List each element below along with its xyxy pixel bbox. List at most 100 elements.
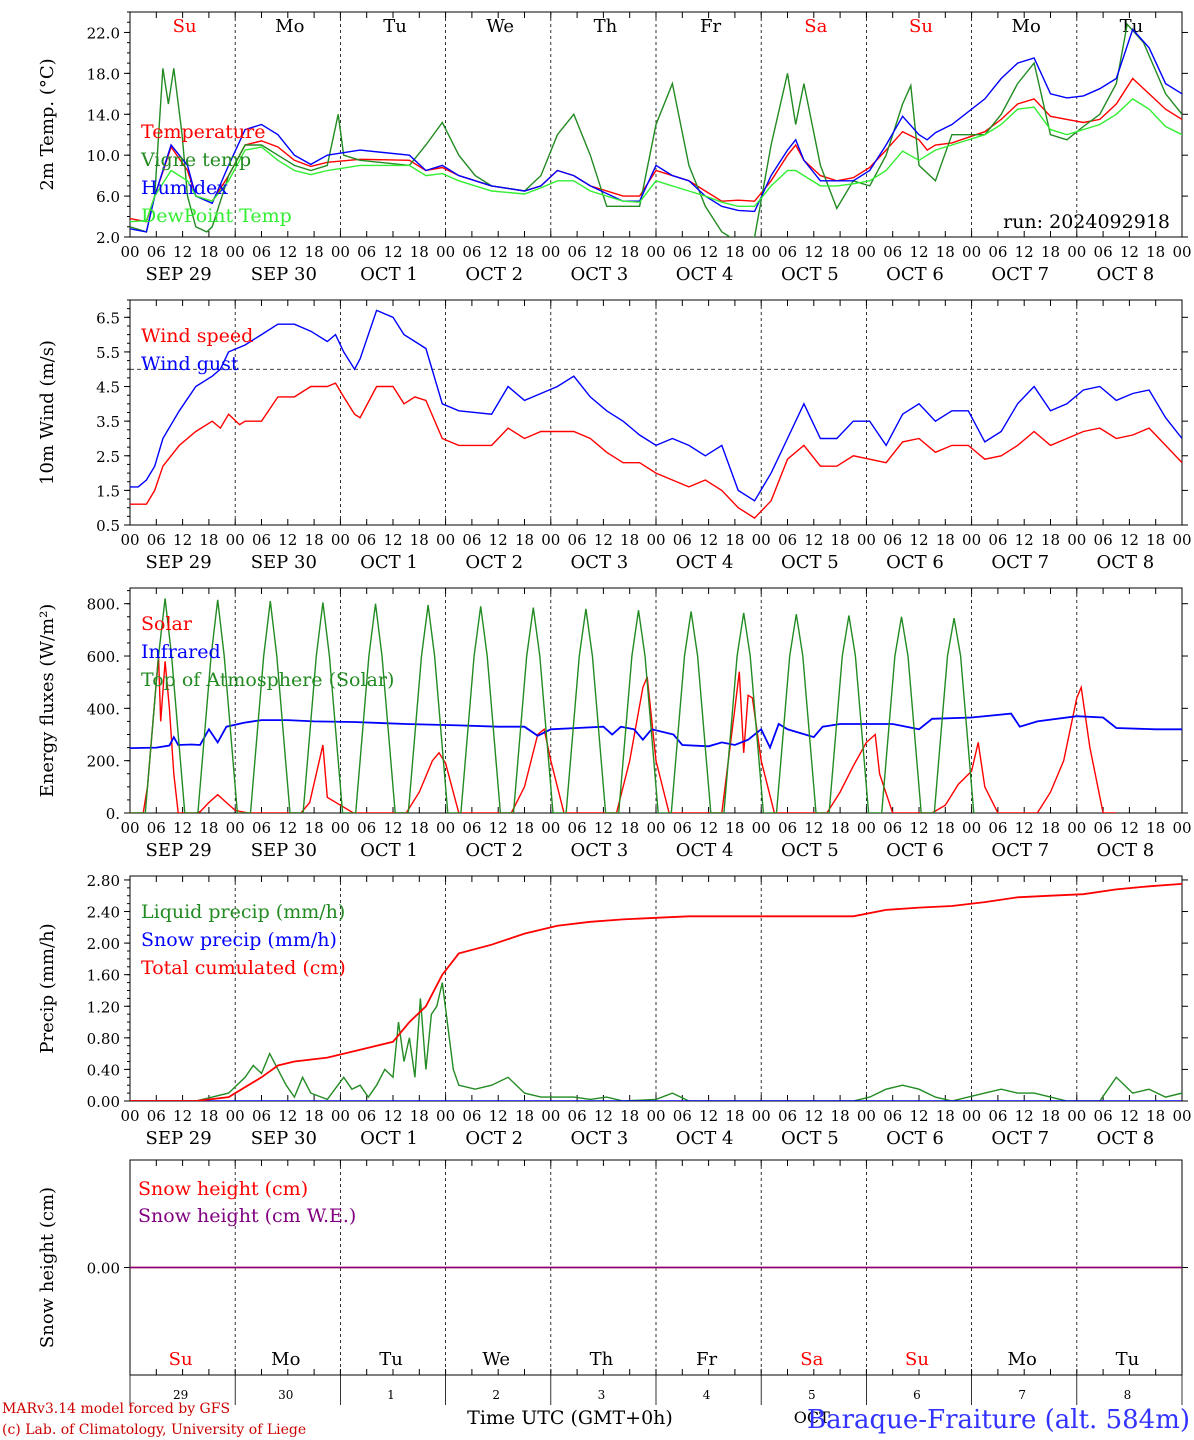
x-hour-label: 18 bbox=[305, 531, 324, 549]
x-hour-label: 00 bbox=[331, 819, 350, 837]
y-tick-label: 400. bbox=[87, 700, 120, 718]
x-hour-label: 06 bbox=[147, 531, 166, 549]
x-hour-label: 00 bbox=[857, 1107, 876, 1125]
y-tick-label: 2.0 bbox=[96, 229, 120, 247]
x-date-label: OCT 7 bbox=[991, 1128, 1049, 1149]
panel-2: 0.5 1.5 2.5 3.5 4.5 5.5 6.5 00 06 12 18 00 06 12 18 00 0… bbox=[37, 299, 1192, 573]
x-date-label: OCT 8 bbox=[1097, 1128, 1155, 1149]
x-hour-label: 00 bbox=[646, 819, 665, 837]
y-axis-label: Energy fluxes (W/m²) bbox=[37, 604, 58, 798]
x-hour-label: 12 bbox=[173, 243, 192, 261]
x-hour-label: 00 bbox=[752, 819, 771, 837]
day-number-label: 2 bbox=[492, 1388, 500, 1402]
y-tick-label: 6.5 bbox=[96, 309, 120, 327]
x-hour-label: 06 bbox=[462, 243, 481, 261]
x-date-label: OCT 4 bbox=[676, 840, 734, 861]
x-hour-label: 06 bbox=[673, 243, 692, 261]
x-hour-label: 18 bbox=[725, 243, 744, 261]
x-hour-label: 00 bbox=[226, 243, 245, 261]
day-label: Mo bbox=[271, 1349, 300, 1370]
day-label: Fr bbox=[696, 1349, 717, 1370]
x-hour-label: 06 bbox=[357, 1107, 376, 1125]
series-line-1 bbox=[130, 382, 1182, 519]
x-date-label: OCT 3 bbox=[571, 264, 629, 285]
x-hour-label: 18 bbox=[1041, 1107, 1060, 1125]
x-hour-label: 06 bbox=[1094, 1107, 1113, 1125]
series-line-4 bbox=[130, 98, 1182, 223]
x-hour-label: 00 bbox=[541, 531, 560, 549]
x-hour-label: 12 bbox=[1120, 819, 1139, 837]
x-hour-label: 06 bbox=[568, 531, 587, 549]
x-date-label: OCT 6 bbox=[886, 552, 944, 573]
x-hour-label: 18 bbox=[620, 531, 639, 549]
x-hour-label: 12 bbox=[489, 1107, 508, 1125]
x-hour-label: 18 bbox=[936, 243, 955, 261]
series-line-1 bbox=[130, 77, 1182, 223]
x-hour-label: 00 bbox=[331, 1107, 350, 1125]
y-tick-label: 2.80 bbox=[87, 872, 120, 890]
x-hour-label: 06 bbox=[1094, 531, 1113, 549]
x-hour-label: 06 bbox=[568, 819, 587, 837]
x-hour-label: 06 bbox=[778, 243, 797, 261]
x-date-label: OCT 3 bbox=[571, 552, 629, 573]
y-tick-label: 3.5 bbox=[96, 413, 120, 431]
x-hour-label: 00 bbox=[541, 243, 560, 261]
panel-5: 0.00 Snow height (cm) Snow height (cm W.E.… bbox=[37, 1159, 1188, 1427]
x-hour-label: 00 bbox=[752, 1107, 771, 1125]
x-hour-label: 12 bbox=[804, 1107, 823, 1125]
x-date-label: OCT 7 bbox=[991, 264, 1049, 285]
y-tick-label: 6.0 bbox=[96, 188, 120, 206]
x-date-label: OCT 1 bbox=[360, 840, 418, 861]
x-hour-label: 12 bbox=[909, 1107, 928, 1125]
x-hour-label: 12 bbox=[489, 243, 508, 261]
x-hour-label: 00 bbox=[120, 1107, 139, 1125]
x-date-label: SEP 29 bbox=[145, 264, 211, 285]
day-label: Su bbox=[169, 1349, 193, 1370]
run-annotation: run: 2024092918 bbox=[1003, 211, 1170, 233]
x-date-label: OCT 1 bbox=[360, 552, 418, 573]
x-hour-label: 00 bbox=[857, 243, 876, 261]
y-tick-label: 14.0 bbox=[87, 106, 120, 124]
x-hour-label: 06 bbox=[252, 243, 271, 261]
x-hour-label: 06 bbox=[568, 243, 587, 261]
x-hour-label: 18 bbox=[831, 819, 850, 837]
x-date-label: OCT 1 bbox=[360, 264, 418, 285]
x-date-label: OCT 2 bbox=[465, 1128, 523, 1149]
y-tick-label: 2.40 bbox=[87, 904, 120, 922]
x-hour-label: 00 bbox=[962, 531, 981, 549]
x-hour-label: 12 bbox=[804, 819, 823, 837]
x-hour-label: 00 bbox=[1067, 243, 1086, 261]
y-tick-label: 22.0 bbox=[87, 24, 120, 42]
x-hour-label: 12 bbox=[909, 819, 928, 837]
day-label: Su bbox=[905, 1349, 929, 1370]
day-number-label: 8 bbox=[1124, 1388, 1132, 1402]
x-hour-label: 12 bbox=[804, 243, 823, 261]
day-number-label: 4 bbox=[703, 1388, 711, 1402]
x-hour-label: 18 bbox=[1146, 243, 1165, 261]
x-date-label: OCT 4 bbox=[676, 264, 734, 285]
x-hour-label: 18 bbox=[305, 1107, 324, 1125]
y-tick-label: 800. bbox=[87, 596, 120, 614]
y-tick-label: 600. bbox=[87, 648, 120, 666]
y-axis-label: Precip (mm/h) bbox=[37, 923, 58, 1053]
y-tick-label: 2.00 bbox=[87, 935, 120, 953]
x-hour-label: 00 bbox=[752, 531, 771, 549]
x-hour-label: 12 bbox=[173, 1107, 192, 1125]
x-hour-label: 00 bbox=[226, 531, 245, 549]
x-hour-label: 06 bbox=[673, 1107, 692, 1125]
day-label: Sa bbox=[804, 16, 827, 37]
legend-entry: Vigne temp bbox=[140, 149, 251, 171]
x-hour-label: 18 bbox=[515, 1107, 534, 1125]
x-hour-label: 00 bbox=[436, 819, 455, 837]
day-label: Fr bbox=[700, 16, 721, 37]
legend-entry: Temperature bbox=[141, 121, 265, 143]
x-hour-label: 06 bbox=[988, 819, 1007, 837]
day-number-label: 6 bbox=[913, 1388, 921, 1402]
x-hour-label: 00 bbox=[436, 531, 455, 549]
x-hour-label: 12 bbox=[1015, 1107, 1034, 1125]
x-hour-label: 12 bbox=[909, 531, 928, 549]
x-hour-label: 00 bbox=[120, 243, 139, 261]
legend-entry: Humidex bbox=[141, 177, 228, 199]
plot-frame bbox=[129, 299, 1183, 526]
x-hour-label: 06 bbox=[568, 1107, 587, 1125]
